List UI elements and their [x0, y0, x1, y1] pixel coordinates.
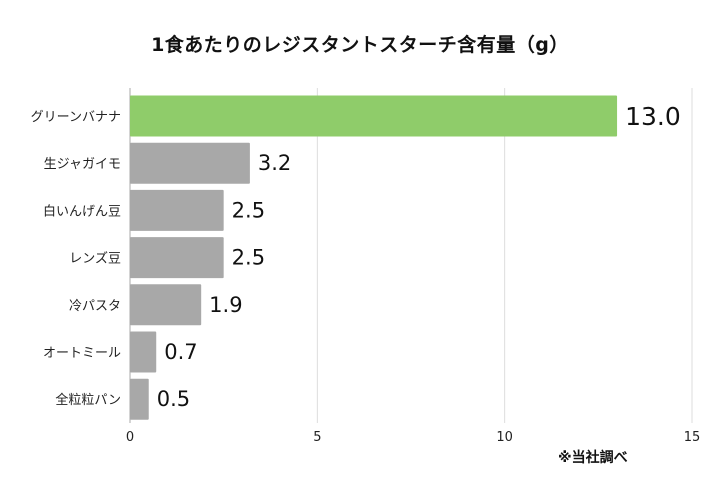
x-tick-label: 10	[496, 430, 513, 445]
source-note: ※当社調べ	[558, 450, 628, 466]
x-tick-label: 5	[313, 430, 321, 445]
value-label: 2.5	[232, 246, 265, 270]
value-label: 3.2	[258, 151, 291, 175]
bar	[130, 142, 250, 184]
category-label: 冷パスタ	[69, 299, 121, 314]
bar	[130, 284, 202, 326]
x-tick-label: 0	[126, 430, 134, 445]
bar	[130, 189, 224, 231]
bar	[130, 378, 149, 420]
category-label: グリーンバナナ	[31, 110, 121, 125]
category-label: 白いんげん豆	[43, 203, 121, 219]
value-label: 0.5	[157, 387, 190, 411]
category-label: 生ジャガイモ	[44, 157, 121, 172]
bar	[130, 237, 224, 279]
value-label: 13.0	[625, 102, 681, 131]
value-label: 1.9	[209, 293, 242, 317]
category-label: レンズ豆	[69, 251, 121, 267]
bar	[130, 95, 618, 137]
category-label: オートミール	[43, 346, 121, 361]
x-tick-label: 15	[684, 430, 701, 445]
category-label: 全粒粒パン	[55, 392, 121, 408]
bar	[130, 331, 157, 373]
value-label: 2.5	[232, 198, 265, 222]
chart-title: 1食あたりのレジスタントスターチ含有量（g）	[151, 34, 569, 56]
value-label: 0.7	[164, 340, 197, 364]
